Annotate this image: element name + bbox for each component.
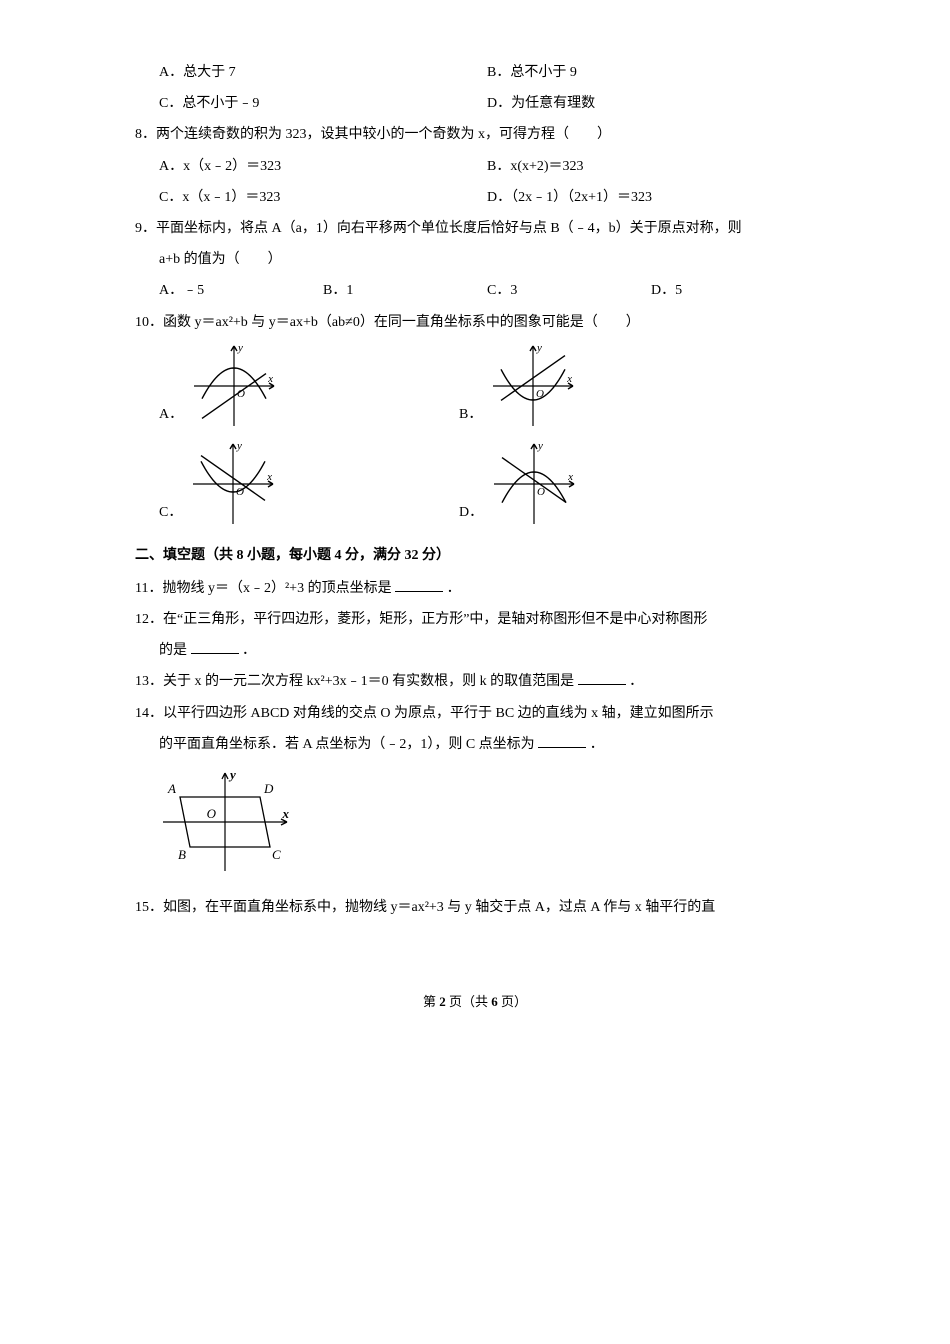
q8-stem-text: 8．两个连续奇数的积为 323，设其中较小的一个奇数为 x，可得方程（ ） (135, 127, 611, 142)
q10-optD-cell: D． x y O (459, 439, 815, 529)
q11-blank[interactable] (395, 577, 443, 592)
svg-text:O: O (207, 806, 217, 821)
q8-optA: A．x（x﹣2）＝323 (159, 154, 487, 179)
q7-optA: A．总大于 7 (159, 60, 487, 85)
q10-optC-label: C． (159, 500, 182, 529)
q9-optC: C．3 (487, 278, 651, 303)
svg-text:y: y (536, 342, 542, 354)
q8-stem: 8．两个连续奇数的积为 323，设其中较小的一个奇数为 x，可得方程（ ） (135, 122, 815, 147)
q14-line1: 14．以平行四边形 ABCD 对角线的交点 O 为原点，平行于 BC 边的直线为… (135, 701, 815, 726)
page-footer: 第 2 页（共 6 页） (135, 990, 815, 1013)
svg-text:x: x (567, 471, 573, 483)
q8-options-row1: A．x（x﹣2）＝323 B．x(x+2)＝323 (135, 154, 815, 179)
q9-stem-line2: a+b 的值为（ ） (135, 247, 815, 272)
q14-figure: x y O A D B C (155, 767, 815, 877)
q10-graph-C: xyO (188, 439, 278, 529)
q13-tail: ． (629, 674, 643, 689)
q9-optD: D．5 (651, 278, 815, 303)
q9-options: A．﹣5 B．1 C．3 D．5 (135, 278, 815, 303)
svg-text:O: O (537, 486, 545, 498)
q10-graph-A: xyO (189, 341, 279, 431)
section2-title: 二、填空题（共 8 小题，每小题 4 分，满分 32 分） (135, 543, 815, 568)
q14-line2: 的平面直角坐标系．若 A 点坐标为（﹣2，1），则 C 点坐标为 ． (135, 732, 815, 757)
q7-options-row1: A．总大于 7 B．总不小于 9 (135, 60, 815, 85)
q10-graph-B: xyO (488, 341, 578, 431)
q11-stem: 11．抛物线 y＝（x﹣2）²+3 的顶点坐标是 (135, 581, 392, 596)
q13: 13．关于 x 的一元二次方程 kx²+3x﹣1＝0 有实数根，则 k 的取值范… (135, 669, 815, 694)
svg-text:y: y (237, 342, 243, 354)
q9-stem-line1: 9．平面坐标内，将点 A（a，1）向右平移两个单位长度后恰好与点 B（﹣4，b）… (135, 216, 815, 241)
q7-optD: D．为任意有理数 (487, 91, 815, 116)
footer-text: 第 2 页（共 6 页） (423, 994, 527, 1009)
q10-optA-label: A． (159, 402, 183, 431)
q10-optD-label: D． (459, 500, 483, 529)
q10-graph-D: x y O (489, 439, 579, 529)
q7-optB: B．总不小于 9 (487, 60, 815, 85)
q10-row1: A． xyO B． xyO (135, 341, 815, 431)
svg-text:D: D (263, 781, 274, 796)
q12-blank[interactable] (191, 639, 239, 654)
q8-optC: C．x（x﹣1）＝323 (159, 185, 487, 210)
q9-optB: B．1 (323, 278, 487, 303)
q15: 15．如图，在平面直角坐标系中，抛物线 y＝ax²+3 与 y 轴交于点 A，过… (135, 895, 815, 920)
q14-svg: x y O A D B C (155, 767, 295, 877)
q13-blank[interactable] (578, 670, 626, 685)
svg-text:y: y (236, 440, 242, 452)
q10-optC-cell: C． xyO (159, 439, 459, 529)
q8-optD: D．（2x﹣1）（2x+1）＝323 (487, 185, 815, 210)
svg-text:x: x (267, 373, 273, 385)
svg-text:A: A (167, 781, 176, 796)
q14-blank[interactable] (538, 733, 586, 748)
q12-line1: 12．在“正三角形，平行四边形，菱形，矩形，正方形”中，是轴对称图形但不是中心对… (135, 607, 815, 632)
q10-optB-label: B． (459, 402, 482, 431)
svg-text:y: y (537, 440, 543, 452)
q7-optC: C．总不小于﹣9 (159, 91, 487, 116)
q11-tail: ． (447, 581, 461, 596)
q10-row2: C． x y O D． x y O (135, 439, 815, 529)
q8-optB: B．x(x+2)＝323 (487, 154, 815, 179)
svg-text:x: x (282, 806, 290, 821)
svg-text:C: C (272, 847, 281, 862)
svg-text:y: y (228, 767, 236, 782)
q9-optA: A．﹣5 (159, 278, 323, 303)
q10-stem: 10．函数 y＝ax²+b 与 y＝ax+b（ab≠0）在同一直角坐标系中的图象… (135, 310, 815, 335)
svg-text:x: x (266, 471, 272, 483)
exam-page: A．总大于 7 B．总不小于 9 C．总不小于﹣9 D．为任意有理数 8．两个连… (95, 0, 855, 1054)
q8-options-row2: C．x（x﹣1）＝323 D．（2x﹣1）（2x+1）＝323 (135, 185, 815, 210)
q10-optB-cell: B． xyO (459, 341, 815, 431)
q12-stem-b: 的是 (159, 643, 187, 658)
q14-tail: ． (590, 737, 604, 752)
q7-options-row2: C．总不小于﹣9 D．为任意有理数 (135, 91, 815, 116)
svg-text:B: B (178, 847, 186, 862)
q12-tail: ． (242, 643, 256, 658)
svg-text:x: x (566, 373, 572, 385)
q11: 11．抛物线 y＝（x﹣2）²+3 的顶点坐标是 ． (135, 576, 815, 601)
q10-optA-cell: A． xyO (159, 341, 459, 431)
q12-line2: 的是 ． (135, 638, 815, 663)
q13-stem: 13．关于 x 的一元二次方程 kx²+3x﹣1＝0 有实数根，则 k 的取值范… (135, 674, 574, 689)
q14-stem-b: 的平面直角坐标系．若 A 点坐标为（﹣2，1），则 C 点坐标为 (159, 737, 535, 752)
